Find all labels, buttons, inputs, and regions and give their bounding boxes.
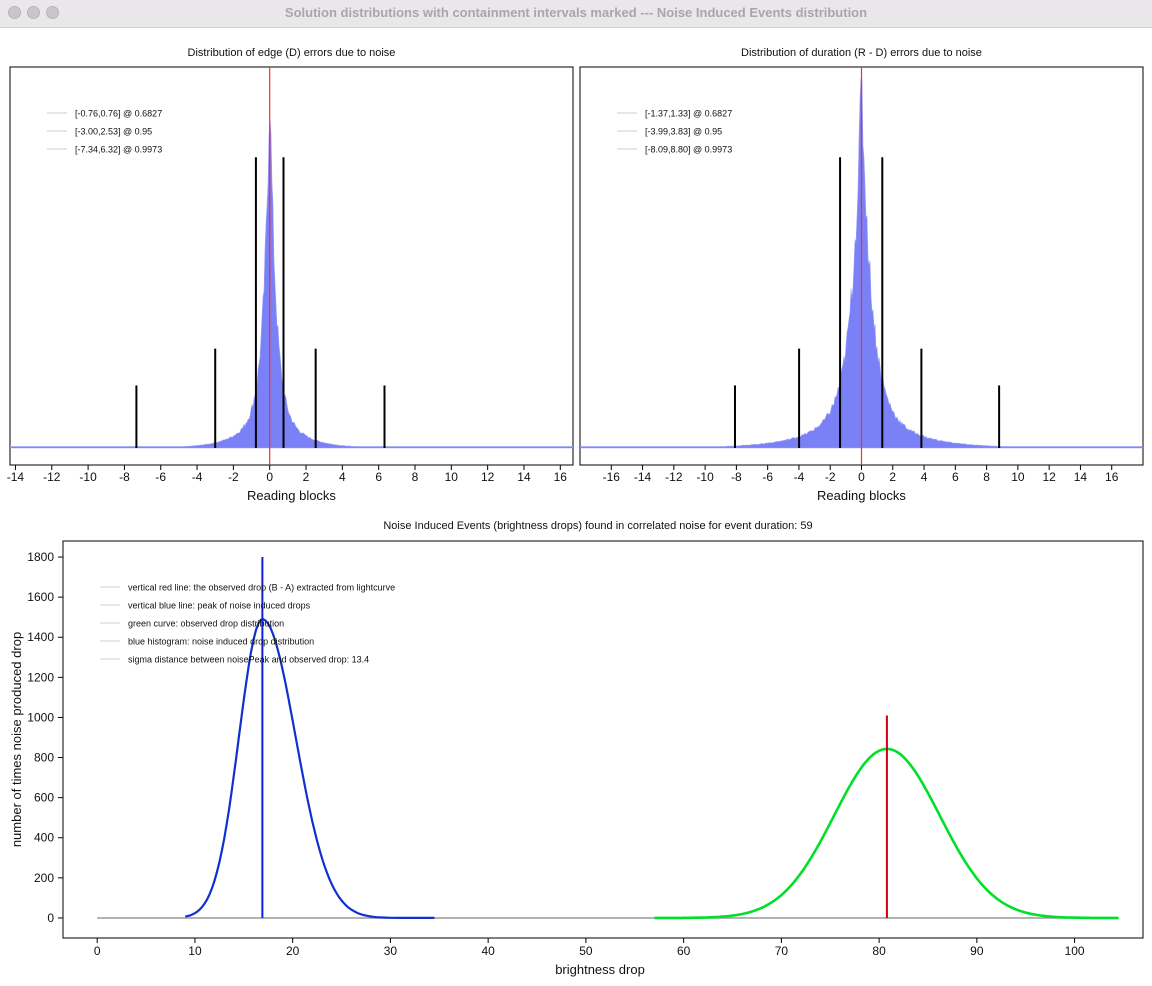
x-tick-label: 12 — [481, 470, 495, 484]
x-tick-label: 6 — [952, 470, 959, 484]
plots-area: Distribution of edge (D) errors due to n… — [7, 47, 1144, 977]
legend-entry-4: blue histogram: noise induced drop distr… — [128, 637, 314, 647]
x-tick-label: 4 — [339, 470, 346, 484]
x-tick-label: 40 — [481, 944, 495, 958]
x-tick-label: 2 — [889, 470, 896, 484]
x-tick-label: 10 — [445, 470, 459, 484]
noise-events-panel: Noise Induced Events (brightness drops) … — [9, 520, 1144, 977]
x-tick-label: -16 — [603, 470, 621, 484]
x-axis-label: Reading blocks — [247, 488, 336, 503]
legend-entry-3: [-8.09,8.80] @ 0.9973 — [645, 145, 732, 155]
y-tick-label: 400 — [34, 831, 54, 845]
x-tick-label: 30 — [384, 944, 398, 958]
legend-entry-3: green curve: observed drop distribution — [128, 619, 284, 629]
x-tick-label: 60 — [677, 944, 691, 958]
x-tick-label: -6 — [762, 470, 773, 484]
x-tick-label: -12 — [665, 470, 683, 484]
chart-title: Distribution of edge (D) errors due to n… — [188, 47, 396, 59]
x-tick-label: 0 — [858, 470, 865, 484]
x-tick-label: 50 — [579, 944, 593, 958]
y-axis-label: number of times noise produced drop — [9, 632, 24, 847]
y-tick-label: 200 — [34, 871, 54, 885]
x-tick-label: 10 — [1011, 470, 1025, 484]
x-tick-label: 70 — [775, 944, 789, 958]
x-axis-label: brightness drop — [555, 962, 645, 977]
x-tick-label: 0 — [94, 944, 101, 958]
y-tick-label: 1600 — [27, 590, 54, 604]
y-tick-label: 1200 — [27, 670, 54, 684]
x-tick-label: 14 — [1074, 470, 1088, 484]
legend-entry-5: sigma distance between noisePeak and obs… — [128, 655, 369, 665]
plot-frame — [9, 66, 574, 466]
x-tick-label: 8 — [412, 470, 419, 484]
chart-title: Distribution of duration (R - D) errors … — [741, 47, 982, 59]
x-tick-label: -4 — [794, 470, 805, 484]
window-title: Solution distributions with containment … — [284, 5, 868, 20]
legend-entry-1: [-0.76,0.76] @ 0.6827 — [75, 109, 162, 119]
x-axis-label: Reading blocks — [817, 488, 906, 503]
x-tick-label: 90 — [970, 944, 984, 958]
x-tick-label: 4 — [921, 470, 928, 484]
noise-drop-histogram — [184, 618, 435, 920]
legend-entry-2: [-3.00,2.53] @ 0.95 — [75, 127, 152, 137]
x-tick-label: -2 — [825, 470, 836, 484]
plot-area — [10, 67, 573, 465]
zoom-window-button[interactable] — [46, 6, 59, 19]
y-tick-label: 800 — [34, 751, 54, 765]
x-tick-label: -6 — [155, 470, 166, 484]
x-tick-label: -4 — [192, 470, 203, 484]
x-tick-label: 10 — [188, 944, 202, 958]
x-tick-label: -10 — [79, 470, 97, 484]
x-tick-label: 14 — [517, 470, 531, 484]
y-tick-label: 0 — [47, 911, 54, 925]
x-tick-label: 16 — [1105, 470, 1119, 484]
close-window-button[interactable] — [8, 6, 21, 19]
x-tick-label: -14 — [7, 470, 25, 484]
x-tick-label: -2 — [228, 470, 239, 484]
x-tick-label: 0 — [266, 470, 273, 484]
window-titlebar: Solution distributions with containment … — [0, 0, 1152, 28]
x-tick-label: 100 — [1065, 944, 1085, 958]
plot-area — [580, 67, 1143, 465]
y-tick-label: 600 — [34, 791, 54, 805]
legend-entry-3: [-7.34,6.32] @ 0.9973 — [75, 145, 162, 155]
legend-entry-1: [-1.37,1.33] @ 0.6827 — [645, 109, 732, 119]
legend-entry-2: vertical blue line: peak of noise induce… — [128, 601, 311, 611]
y-tick-label: 1000 — [27, 710, 54, 724]
error-histogram-panel-2: Distribution of duration (R - D) errors … — [579, 47, 1144, 503]
x-tick-label: -12 — [43, 470, 61, 484]
x-tick-label: 8 — [983, 470, 990, 484]
x-tick-label: -10 — [696, 470, 714, 484]
legend-entry-2: [-3.99,3.83] @ 0.95 — [645, 127, 722, 137]
x-tick-label: 80 — [872, 944, 886, 958]
legend-entry-1: vertical red line: the observed drop (B … — [128, 583, 395, 593]
error-histogram-panel-1: Distribution of edge (D) errors due to n… — [7, 47, 574, 503]
x-tick-label: -8 — [119, 470, 130, 484]
x-tick-label: -14 — [634, 470, 652, 484]
y-tick-label: 1400 — [27, 630, 54, 644]
chart-title: Noise Induced Events (brightness drops) … — [383, 520, 812, 532]
x-tick-label: 12 — [1042, 470, 1056, 484]
x-tick-label: 20 — [286, 944, 300, 958]
x-tick-label: 2 — [303, 470, 310, 484]
y-tick-label: 1800 — [27, 550, 54, 564]
noise-error-histogram — [10, 119, 573, 449]
x-tick-label: 6 — [375, 470, 382, 484]
x-tick-label: 16 — [554, 470, 568, 484]
plot-frame — [62, 540, 1144, 939]
minimize-window-button[interactable] — [27, 6, 40, 19]
x-tick-label: -8 — [731, 470, 742, 484]
